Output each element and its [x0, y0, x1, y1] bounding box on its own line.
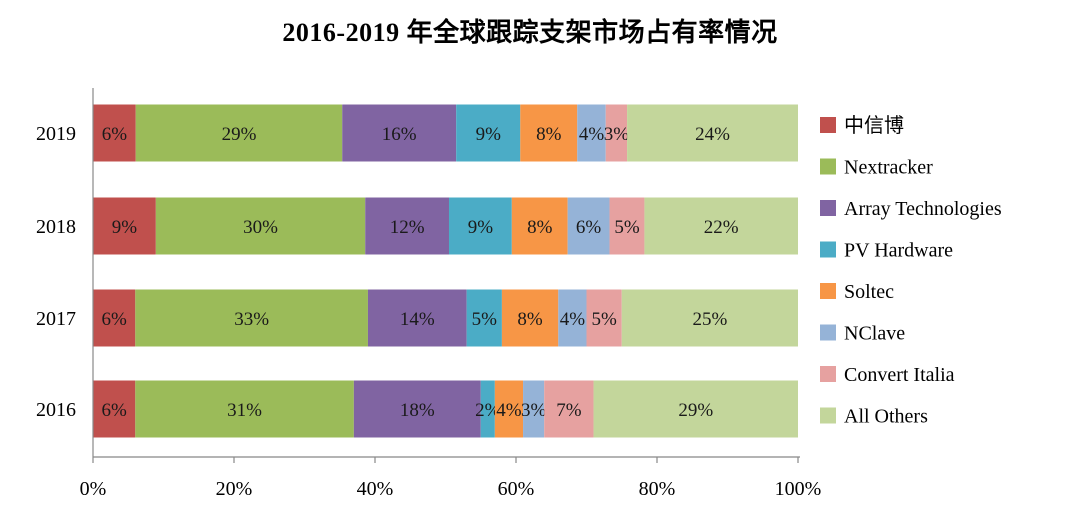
data-label: 6%: [101, 400, 127, 421]
data-label: 16%: [382, 124, 417, 145]
bar-segment: [577, 104, 606, 162]
bar-segment: [644, 197, 798, 255]
data-label: 22%: [704, 217, 739, 238]
chart-title: 2016-2019 年全球跟踪支架市场占有率情况: [282, 18, 778, 47]
data-label: 24%: [695, 124, 730, 145]
bar-segment: [353, 380, 481, 438]
data-label: 18%: [400, 400, 435, 421]
data-label: 29%: [222, 124, 257, 145]
bar-segment: [567, 197, 610, 255]
data-label: 5%: [614, 217, 640, 238]
bar-segment: [501, 289, 559, 347]
bar-segment: [621, 289, 798, 347]
legend-swatch: [820, 158, 836, 175]
data-label: 25%: [692, 309, 727, 330]
legend-swatch: [820, 200, 836, 216]
x-tick-label: 40%: [357, 478, 394, 500]
legend-label: PV Hardware: [844, 240, 953, 262]
legend-label: Nextracker: [844, 157, 933, 179]
bar-segment: [558, 289, 587, 347]
bar-segment: [627, 104, 798, 162]
data-label: 29%: [678, 400, 713, 421]
data-label: 9%: [468, 217, 494, 238]
bar-segment: [466, 289, 502, 347]
data-label: 2%: [475, 400, 501, 421]
legend-label: Array Technologies: [844, 198, 1002, 220]
x-tick-label: 60%: [498, 478, 535, 500]
bar-segment: [135, 289, 368, 347]
data-label: 4%: [496, 400, 522, 421]
data-label: 4%: [560, 309, 586, 330]
legend-label: Soltec: [844, 281, 894, 303]
data-label: 14%: [400, 309, 435, 330]
data-label: 8%: [527, 217, 553, 238]
bar-segment: [456, 104, 521, 162]
data-label: 8%: [536, 124, 562, 145]
bar-segment: [494, 380, 524, 438]
data-label: 33%: [234, 309, 269, 330]
data-label: 4%: [579, 124, 605, 145]
data-label: 8%: [517, 309, 543, 330]
data-label: 3%: [521, 400, 547, 421]
x-tick-label: 20%: [216, 478, 253, 500]
category-label: 2019: [36, 123, 76, 145]
data-label: 5%: [591, 309, 617, 330]
data-label: 9%: [112, 217, 138, 238]
bar-segment: [523, 380, 545, 438]
bar-segment: [93, 104, 136, 162]
legend-label: Convert Italia: [844, 364, 955, 386]
legend-label: 中信博: [844, 114, 904, 137]
category-label: 2018: [36, 216, 76, 238]
bar-segment: [520, 104, 578, 162]
bar-segment: [135, 380, 354, 438]
bar-segment: [605, 104, 628, 162]
legend-swatch: [820, 283, 836, 299]
bar-segment: [93, 289, 136, 347]
bar-segment: [342, 104, 457, 162]
bar-segment: [155, 197, 366, 255]
category-label: 2017: [36, 308, 76, 330]
data-label: 6%: [102, 124, 128, 145]
data-label: 7%: [556, 400, 582, 421]
legend-label: NClave: [844, 323, 905, 345]
bar-segment: [367, 289, 467, 347]
legend-swatch: [820, 324, 836, 341]
bar-segment: [135, 104, 343, 162]
legend: 中信博 Nextracker Array Technologies PV Hardwa…: [820, 114, 1002, 428]
data-label: 5%: [472, 309, 498, 330]
data-label: 3%: [604, 124, 630, 145]
data-label: 12%: [390, 217, 425, 238]
legend-label: All Others: [844, 406, 928, 428]
bar-segment: [593, 380, 798, 438]
x-tick-label: 0%: [80, 478, 107, 500]
x-tick-label: 100%: [775, 478, 822, 500]
bar-segment: [365, 197, 449, 255]
bar-segment: [511, 197, 568, 255]
data-label: 30%: [243, 217, 278, 238]
category-label: 2016: [36, 399, 76, 421]
data-label: 9%: [476, 124, 502, 145]
legend-swatch: [820, 366, 836, 382]
legend-swatch: [820, 117, 836, 133]
legend-swatch: [820, 241, 836, 258]
data-label: 6%: [101, 309, 127, 330]
data-label: 6%: [576, 217, 602, 238]
bar-segment: [93, 380, 136, 438]
bar-segment: [448, 197, 512, 255]
x-tick-label: 80%: [639, 478, 676, 500]
bars-group: 6% 29% 16% 9% 8% 4% 3% 24%9% 30% 12% 9% 8% 6% 5% 22%6%…: [93, 104, 798, 438]
bar-segment: [544, 380, 594, 438]
bar-segment: [93, 197, 156, 255]
legend-swatch: [820, 407, 836, 424]
axes-group: 2019 2018 2017 2016 0% 20% 40% 60% 80% 100%: [36, 88, 821, 500]
bar-segment: [586, 289, 622, 347]
data-label: 31%: [227, 400, 262, 421]
bar-segment: [609, 197, 645, 255]
bar-segment: [480, 380, 495, 438]
